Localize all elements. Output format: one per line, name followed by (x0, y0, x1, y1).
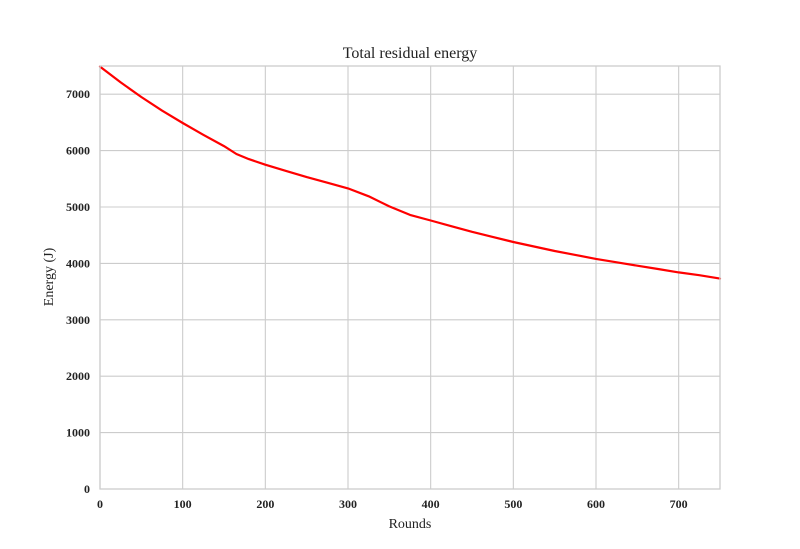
plot-frame (99, 65, 721, 490)
series-line (98, 65, 722, 280)
y-axis-ticks: 0 1000 2000 3000 4000 5000 6000 7000 (66, 87, 90, 496)
y-tick-label: 3000 (66, 313, 90, 327)
x-tick-label: 100 (174, 497, 192, 511)
x-tick-label: 300 (339, 497, 357, 511)
series-group (98, 65, 722, 280)
x-tick-label: 0 (97, 497, 103, 511)
x-tick-label: 500 (504, 497, 522, 511)
y-tick-label: 6000 (66, 144, 90, 158)
x-axis-ticks: 0 100 200 300 400 500 600 700 (97, 497, 688, 511)
x-tick-label: 200 (256, 497, 274, 511)
x-tick-label: 600 (587, 497, 605, 511)
y-axis-label: Energy (J) (42, 247, 57, 306)
chart-title: Total residual energy (343, 45, 478, 62)
x-tick-label: 400 (422, 497, 440, 511)
y-tick-label: 7000 (66, 87, 90, 101)
y-tick-label: 1000 (66, 426, 90, 440)
y-tick-label: 0 (84, 482, 90, 496)
x-tick-label: 700 (670, 497, 688, 511)
x-axis-label: Rounds (389, 517, 432, 532)
y-tick-label: 5000 (66, 200, 90, 214)
y-tick-label: 2000 (66, 369, 90, 383)
y-tick-label: 4000 (66, 256, 90, 270)
